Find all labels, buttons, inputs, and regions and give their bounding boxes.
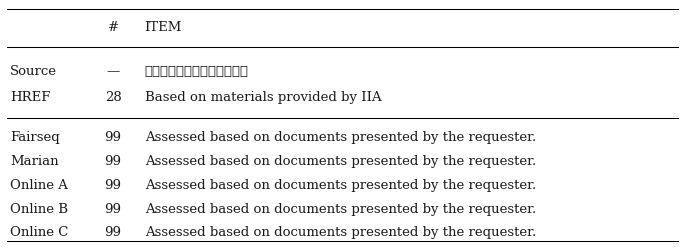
Text: —: — (106, 65, 119, 78)
Text: 99: 99 (104, 180, 121, 192)
Text: Marian: Marian (10, 155, 59, 168)
Text: 99: 99 (104, 226, 121, 239)
Text: Assessed based on documents presented by the requester.: Assessed based on documents presented by… (145, 180, 536, 192)
Text: 99: 99 (104, 155, 121, 168)
Text: Assessed based on documents presented by the requester.: Assessed based on documents presented by… (145, 203, 536, 216)
Text: Fairseq: Fairseq (10, 131, 60, 144)
Text: Assessed based on documents presented by the requester.: Assessed based on documents presented by… (145, 155, 536, 168)
Text: Online B: Online B (10, 203, 68, 216)
Text: 28: 28 (105, 91, 121, 104)
Text: 99: 99 (104, 203, 121, 216)
Text: 99: 99 (104, 131, 121, 144)
Text: Online A: Online A (10, 180, 68, 192)
Text: ITEM: ITEM (145, 22, 182, 34)
Text: 依頼者提示資料に基づき査定: 依頼者提示資料に基づき査定 (145, 65, 249, 78)
Text: Assessed based on documents presented by the requester.: Assessed based on documents presented by… (145, 131, 536, 144)
Text: #: # (108, 22, 119, 34)
Text: Online C: Online C (10, 226, 69, 239)
Text: Based on materials provided by IIA: Based on materials provided by IIA (145, 91, 381, 104)
Text: Assessed based on documents presented by the requester.: Assessed based on documents presented by… (145, 226, 536, 239)
Text: Source: Source (10, 65, 57, 78)
Text: HREF: HREF (10, 91, 51, 104)
